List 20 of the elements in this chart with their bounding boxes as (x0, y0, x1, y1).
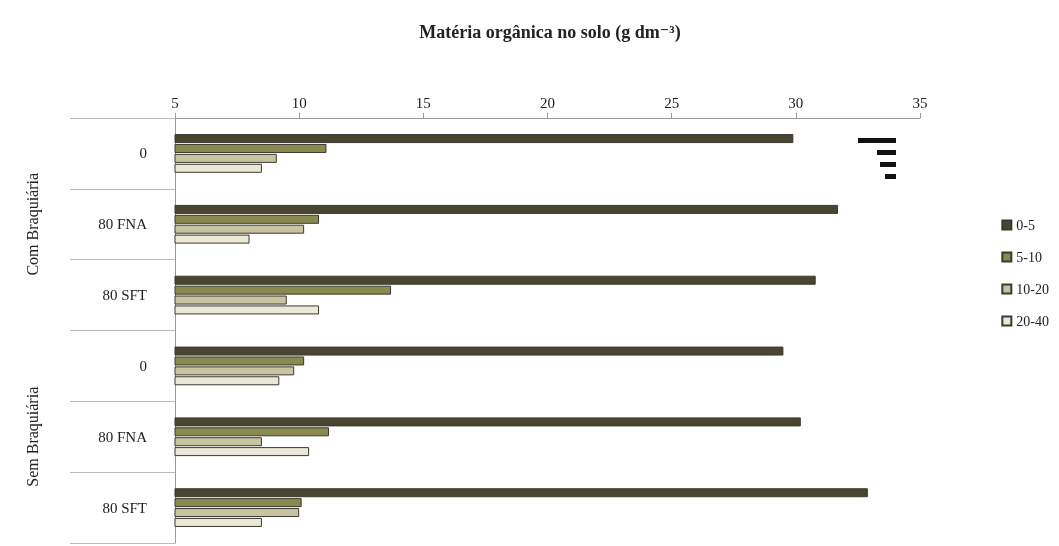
legend-label: 5-10 (1016, 249, 1043, 265)
y-tick-label: 80 SFT (102, 499, 147, 516)
x-tick-label: 10 (291, 94, 307, 111)
y-tick-label: 0 (139, 357, 147, 374)
x-tick-label: 35 (912, 94, 928, 111)
x-tick-label: 25 (664, 94, 680, 111)
y-tick-label: 80 FNA (98, 428, 148, 445)
legend-label: 0-5 (1016, 217, 1036, 233)
y-tick-label: 80 FNA (98, 216, 148, 233)
chart-title: Matéria orgânica no solo (g dm⁻³) (419, 22, 681, 43)
x-tick-label: 20 (540, 94, 555, 111)
legend-label: 10-20 (1016, 281, 1050, 297)
x-tick-label: 15 (415, 94, 431, 111)
text: Com Braquiária (23, 172, 42, 276)
text: Sem Braquiária (23, 386, 42, 487)
y-tick-label: 80 SFT (102, 287, 147, 304)
legend-label: 20-40 (1016, 313, 1050, 329)
y-tick-label: 0 (139, 145, 147, 162)
x-tick-label: 30 (788, 94, 804, 111)
x-tick-label: 5 (171, 94, 179, 111)
